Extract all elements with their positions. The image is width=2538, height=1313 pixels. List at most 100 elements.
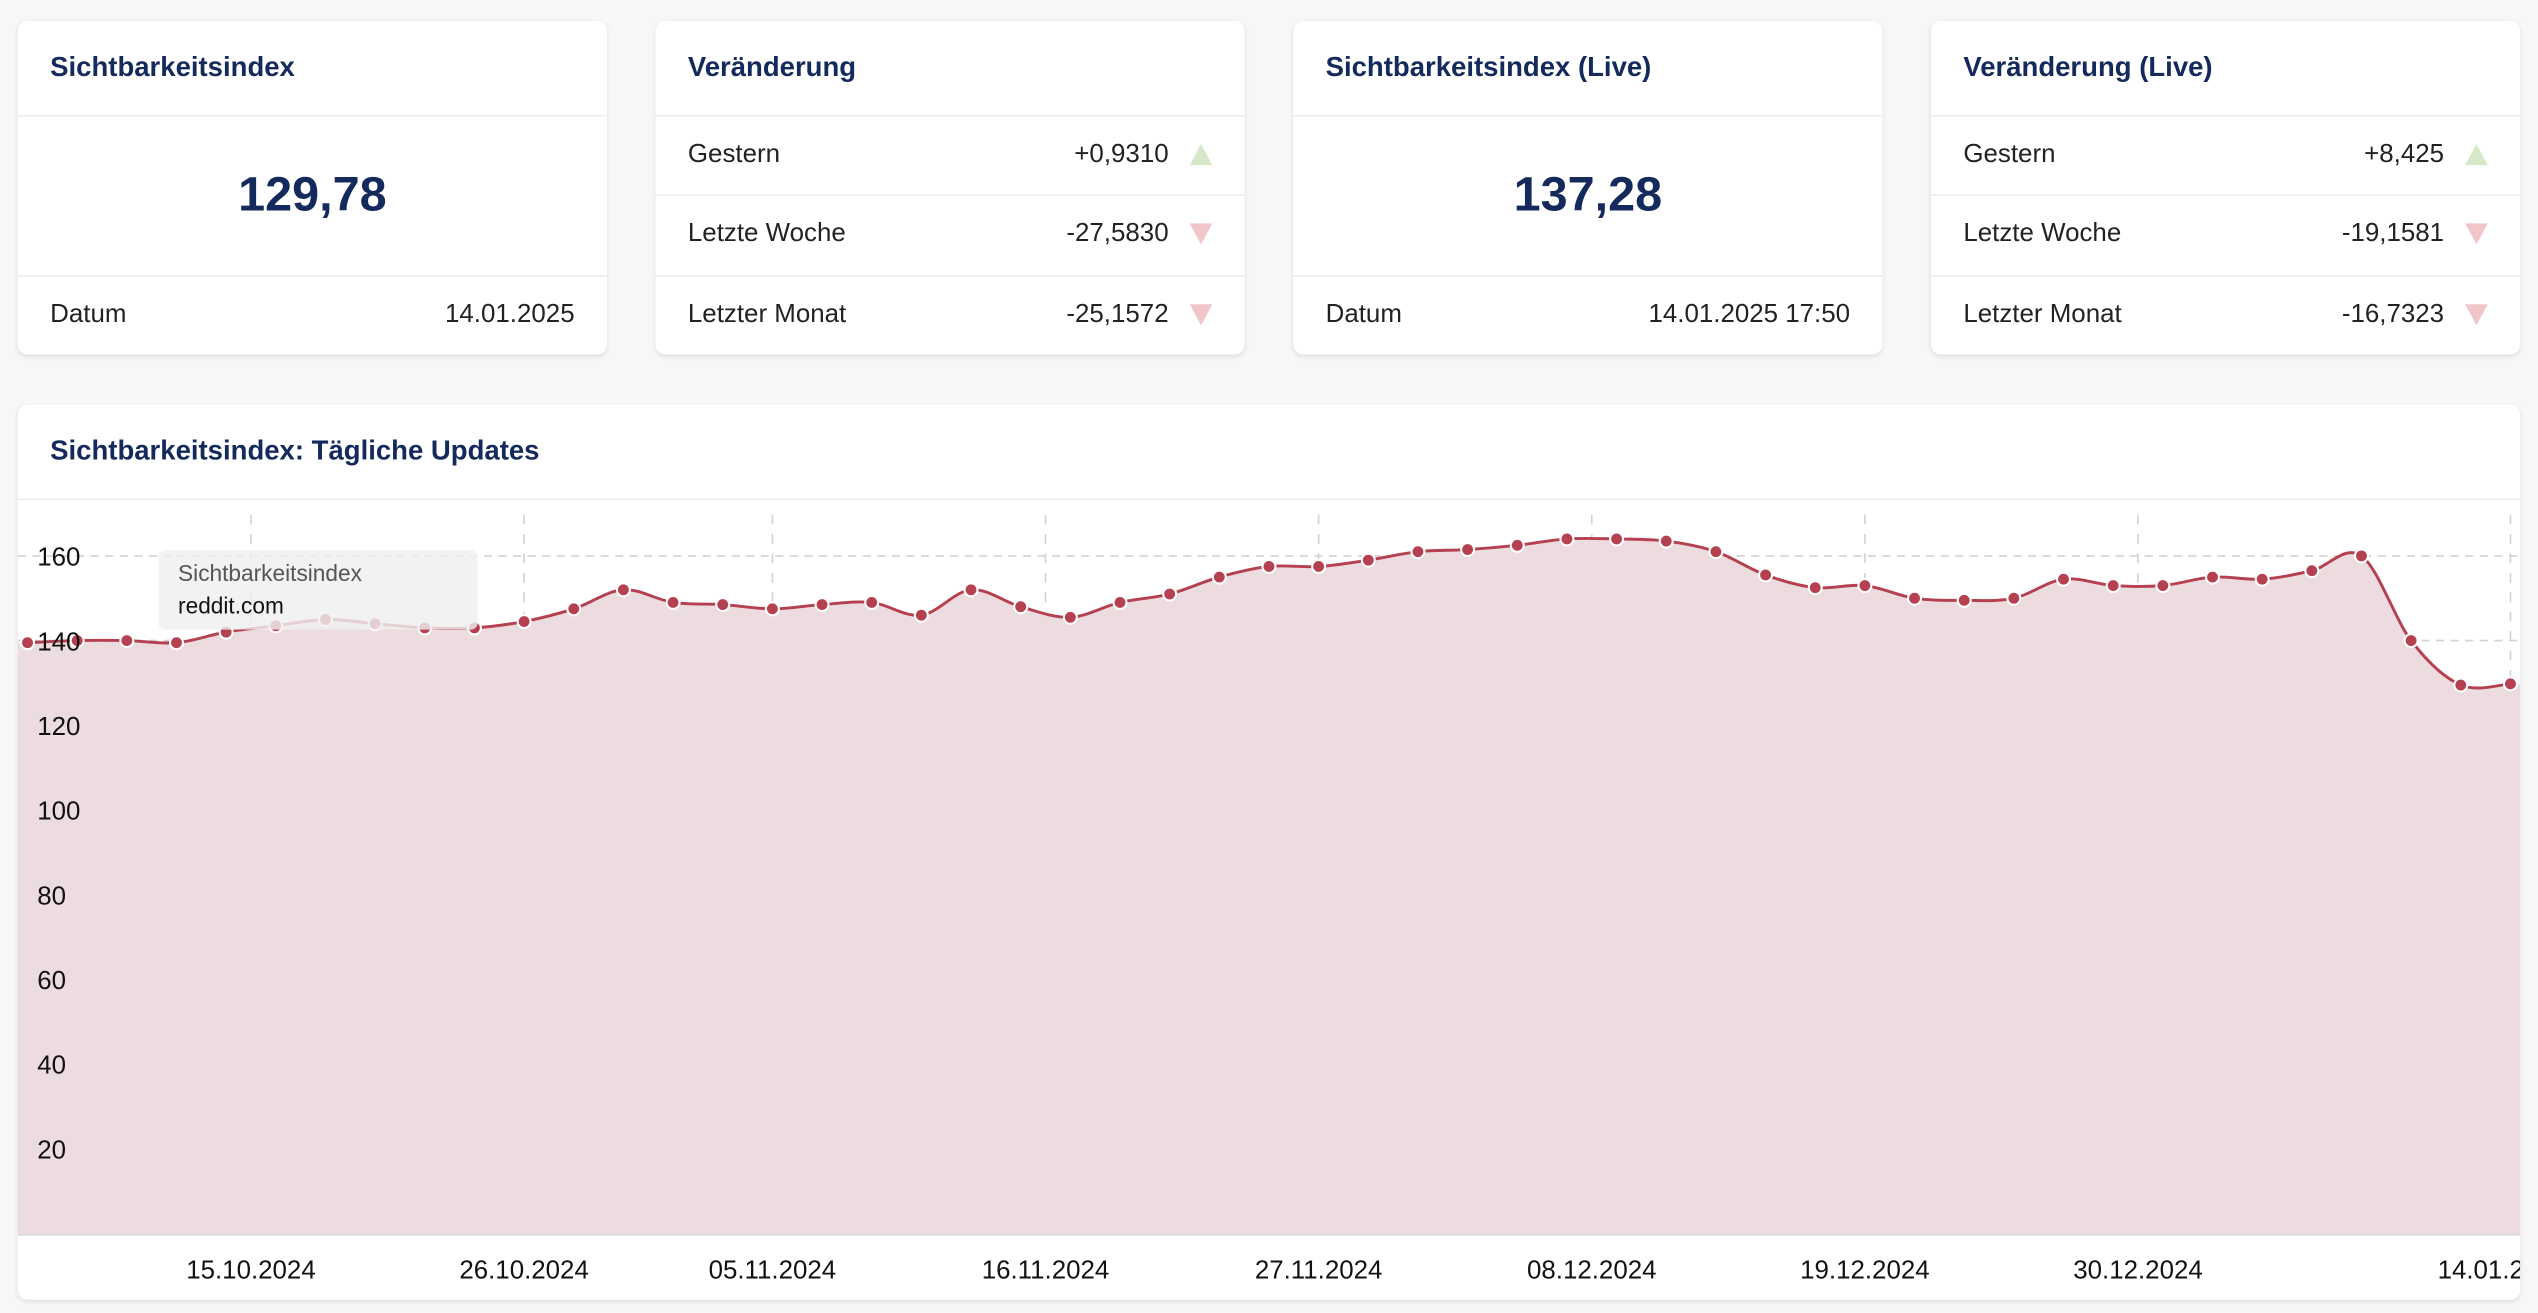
data-point[interactable] [2155, 578, 2171, 594]
x-tick-label: 19.12.2024 [1800, 1257, 1930, 1285]
data-point[interactable] [566, 601, 582, 617]
row-label: Letzter Monat [1963, 301, 2122, 329]
divider [655, 194, 1245, 196]
triangle-down-icon [1189, 223, 1213, 245]
data-point[interactable] [1708, 544, 1724, 560]
row-value: -25,1572 [1066, 301, 1169, 329]
data-point[interactable] [864, 594, 880, 610]
triangle-up-icon [2465, 144, 2488, 166]
data-point[interactable] [1509, 537, 1525, 553]
tooltip-domain: reddit.com [178, 592, 284, 619]
row-value: -27,5830 [1066, 220, 1169, 248]
x-tick-label: 26.10.2024 [459, 1257, 589, 1285]
card-title: Sichtbarkeitsindex (Live) [1325, 51, 1652, 83]
divider [1293, 275, 1883, 277]
divider [17, 275, 607, 277]
date-value: 14.01.2025 17:50 [1648, 301, 1851, 329]
row-value: +8,425 [2364, 140, 2445, 169]
x-tick-label: 15.10.2024 [186, 1257, 316, 1285]
y-tick-label: 20 [37, 1136, 66, 1164]
triangle-up-icon [1189, 144, 1213, 166]
y-tick-label: 80 [37, 882, 66, 910]
y-tick-label: 160 [37, 544, 80, 572]
data-point[interactable] [1658, 533, 1674, 549]
card-title: Veränderung [687, 51, 857, 83]
data-point[interactable] [2055, 571, 2072, 587]
data-point[interactable] [913, 607, 929, 623]
data-point[interactable] [1410, 544, 1426, 560]
data-point[interactable] [1062, 609, 1078, 625]
x-tick-label: 08.12.2024 [1527, 1257, 1657, 1285]
data-point[interactable] [1956, 592, 1972, 608]
data-point[interactable] [1460, 542, 1476, 558]
change-row-yesterday: Gestern +8,425 [1931, 115, 2520, 194]
data-point[interactable] [2006, 590, 2022, 606]
row-label: Letzter Monat [687, 301, 847, 329]
row-label: Letzte Woche [1963, 220, 2122, 248]
data-point[interactable] [69, 633, 85, 649]
data-point[interactable] [814, 597, 830, 613]
data-point[interactable] [715, 597, 731, 613]
data-point[interactable] [1112, 594, 1128, 610]
divider [655, 114, 1245, 117]
row-label: Gestern [1963, 140, 2056, 169]
card-title: Sichtbarkeitsindex [50, 51, 295, 83]
data-point[interactable] [1559, 531, 1575, 547]
data-point[interactable] [2403, 633, 2419, 649]
divider [1930, 194, 2521, 196]
triangle-down-icon [2465, 304, 2488, 326]
data-point[interactable] [1162, 586, 1178, 602]
data-point[interactable] [1758, 567, 1774, 583]
data-point[interactable] [764, 601, 780, 617]
data-point[interactable] [1857, 578, 1873, 594]
y-tick-label: 100 [37, 798, 80, 826]
live-visibility-index-card: Sichtbarkeitsindex (Live) 137,28 Datum 1… [1293, 21, 1883, 355]
row-value: +0,9310 [1074, 140, 1169, 169]
data-point[interactable] [1807, 580, 1823, 596]
row-value: -16,7323 [2341, 301, 2445, 329]
visibility-index-card: Sichtbarkeitsindex 129,78 Datum 14.01.20… [17, 21, 607, 355]
divider [17, 114, 607, 117]
data-point[interactable] [2304, 563, 2320, 579]
data-point[interactable] [665, 594, 681, 610]
data-point[interactable] [615, 582, 631, 598]
triangle-down-icon [2465, 223, 2488, 245]
data-point[interactable] [2204, 569, 2221, 585]
data-point[interactable] [119, 633, 135, 649]
date-value: 14.01.2025 [444, 301, 575, 329]
card-title: Veränderung (Live) [1963, 51, 2213, 83]
data-point[interactable] [1211, 569, 1227, 585]
x-tick-label: 16.11.2024 [982, 1257, 1110, 1285]
data-point[interactable] [1907, 590, 1923, 606]
data-point[interactable] [19, 635, 36, 651]
data-point[interactable] [1013, 599, 1029, 615]
row-value: -19,1581 [2341, 220, 2445, 248]
triangle-down-icon [1189, 304, 1213, 326]
data-point[interactable] [2353, 548, 2369, 564]
data-point[interactable] [2453, 677, 2469, 693]
chart-tooltip: Sichtbarkeitsindex reddit.com [158, 550, 478, 630]
date-label: Datum [50, 301, 127, 329]
data-point[interactable] [1360, 552, 1376, 568]
date-row: Datum 14.01.2025 [18, 275, 607, 354]
data-point[interactable] [1311, 558, 1327, 575]
data-point[interactable] [2502, 676, 2518, 692]
data-point[interactable] [1261, 558, 1277, 575]
data-point[interactable] [2105, 578, 2121, 594]
visibility-index-value: 129,78 [238, 168, 387, 222]
data-point[interactable] [168, 635, 185, 651]
change-card: Veränderung Gestern +0,9310 Letzte Woche… [655, 21, 1245, 355]
y-tick-label: 40 [37, 1052, 66, 1080]
change-row-last-month: Letzter Monat -25,1572 [656, 275, 1245, 354]
data-point[interactable] [963, 582, 979, 598]
live-change-card: Veränderung (Live) Gestern +8,425 Letzte… [1930, 21, 2521, 355]
area-fill [17, 538, 2521, 1235]
data-point[interactable] [2254, 571, 2270, 587]
x-tick-label: 30.12.2024 [2073, 1257, 2203, 1285]
change-row-yesterday: Gestern +0,9310 [656, 115, 1245, 194]
divider [655, 275, 1245, 277]
row-label: Gestern [687, 140, 781, 169]
y-tick-label: 140 [37, 628, 80, 656]
data-point[interactable] [516, 613, 532, 630]
data-point[interactable] [1609, 531, 1625, 547]
